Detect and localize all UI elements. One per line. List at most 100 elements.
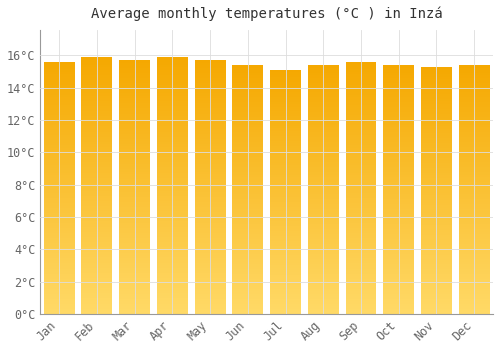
- Bar: [458, 130, 490, 132]
- Bar: [308, 117, 338, 120]
- Bar: [119, 223, 150, 225]
- Bar: [44, 163, 74, 165]
- Bar: [44, 276, 74, 279]
- Bar: [194, 174, 226, 177]
- Bar: [384, 112, 414, 115]
- Bar: [308, 192, 338, 195]
- Bar: [157, 273, 188, 275]
- Bar: [194, 136, 226, 139]
- Bar: [384, 152, 414, 155]
- Bar: [308, 281, 338, 284]
- Bar: [194, 164, 226, 167]
- Bar: [308, 287, 338, 289]
- Bar: [384, 78, 414, 80]
- Bar: [44, 77, 74, 79]
- Bar: [44, 173, 74, 175]
- Bar: [458, 259, 490, 262]
- Bar: [232, 175, 264, 177]
- Bar: [82, 224, 112, 226]
- Bar: [384, 107, 414, 110]
- Bar: [194, 248, 226, 251]
- Bar: [346, 115, 376, 117]
- Bar: [119, 207, 150, 210]
- Bar: [157, 162, 188, 165]
- Bar: [346, 306, 376, 309]
- Bar: [346, 279, 376, 281]
- Bar: [194, 60, 226, 63]
- Bar: [421, 296, 452, 299]
- Bar: [346, 85, 376, 87]
- Bar: [44, 67, 74, 69]
- Bar: [270, 124, 301, 126]
- Bar: [194, 113, 226, 116]
- Bar: [194, 184, 226, 187]
- Bar: [157, 191, 188, 193]
- Bar: [119, 299, 150, 301]
- Bar: [384, 234, 414, 237]
- Bar: [119, 119, 150, 121]
- Bar: [44, 253, 74, 256]
- Bar: [384, 294, 414, 296]
- Bar: [119, 126, 150, 129]
- Bar: [421, 136, 452, 138]
- Bar: [44, 72, 74, 75]
- Bar: [270, 312, 301, 314]
- Title: Average monthly temperatures (°C ) in Inzá: Average monthly temperatures (°C ) in In…: [91, 7, 443, 21]
- Bar: [270, 150, 301, 153]
- Bar: [458, 257, 490, 259]
- Bar: [421, 148, 452, 151]
- Bar: [384, 68, 414, 70]
- Bar: [194, 230, 226, 233]
- Bar: [194, 144, 226, 147]
- Bar: [194, 299, 226, 301]
- Bar: [346, 120, 376, 122]
- Bar: [82, 157, 112, 160]
- Bar: [270, 170, 301, 173]
- Bar: [421, 193, 452, 195]
- Bar: [270, 287, 301, 289]
- Bar: [44, 251, 74, 253]
- Bar: [308, 72, 338, 75]
- Bar: [194, 65, 226, 68]
- Bar: [346, 102, 376, 105]
- Bar: [270, 199, 301, 202]
- Bar: [421, 96, 452, 99]
- Bar: [421, 104, 452, 106]
- Bar: [346, 246, 376, 248]
- Bar: [194, 73, 226, 76]
- Bar: [232, 227, 264, 229]
- Bar: [346, 138, 376, 140]
- Bar: [308, 232, 338, 234]
- Bar: [384, 232, 414, 234]
- Bar: [157, 180, 188, 183]
- Bar: [421, 254, 452, 257]
- Bar: [421, 198, 452, 200]
- Bar: [384, 262, 414, 264]
- Bar: [44, 183, 74, 186]
- Bar: [232, 142, 264, 145]
- Bar: [232, 122, 264, 125]
- Bar: [157, 203, 188, 206]
- Bar: [308, 257, 338, 259]
- Bar: [194, 215, 226, 217]
- Bar: [82, 152, 112, 155]
- Bar: [458, 184, 490, 187]
- Bar: [82, 108, 112, 111]
- Bar: [44, 188, 74, 190]
- Bar: [308, 127, 338, 130]
- Bar: [82, 70, 112, 72]
- Bar: [157, 119, 188, 121]
- Bar: [119, 152, 150, 154]
- Bar: [421, 146, 452, 148]
- Bar: [82, 90, 112, 93]
- Bar: [384, 209, 414, 212]
- Bar: [232, 257, 264, 259]
- Bar: [384, 287, 414, 289]
- Bar: [270, 180, 301, 182]
- Bar: [157, 90, 188, 93]
- Bar: [232, 117, 264, 120]
- Bar: [44, 312, 74, 314]
- Bar: [44, 236, 74, 238]
- Bar: [157, 288, 188, 291]
- Bar: [270, 109, 301, 111]
